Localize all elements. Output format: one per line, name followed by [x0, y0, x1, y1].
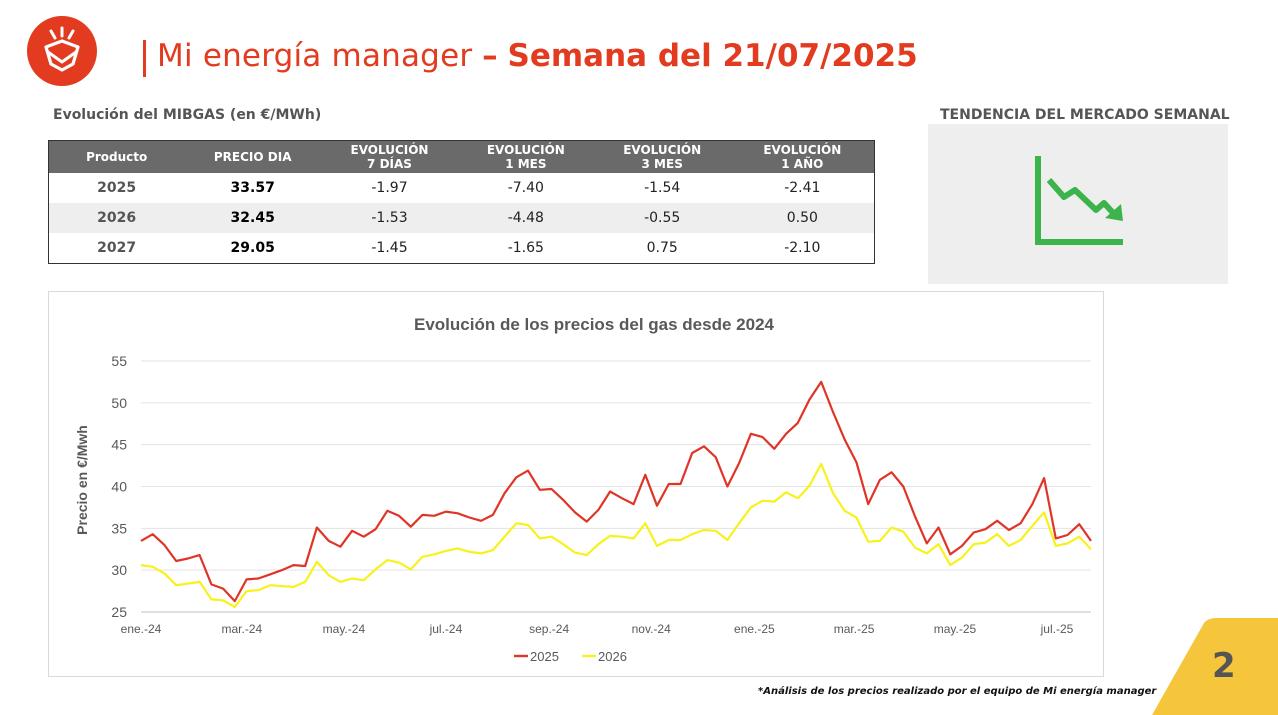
brand-name: Mi energía manager	[157, 38, 473, 74]
cell-product: 2026	[48, 202, 185, 234]
x-tick-label: mar.-25	[834, 622, 875, 636]
page-corner-decoration	[1152, 618, 1278, 715]
cell-product: 2025	[97, 179, 137, 196]
x-tick-label: ene.-25	[734, 622, 775, 636]
cell-evo-1y: -2.10	[784, 240, 821, 257]
week-label: Semana del 21/07/2025	[507, 38, 918, 74]
x-tick-label: ene.-24	[121, 622, 162, 636]
y-tick-label: 45	[111, 437, 127, 453]
crown-shield-icon	[44, 26, 80, 72]
footnote: *Análisis de los precios realizado por e…	[758, 686, 1157, 697]
company-logo	[27, 16, 97, 86]
cell-evo-1m: -1.65	[507, 240, 544, 257]
title-accent-bar	[143, 40, 146, 77]
y-axis-label: Precio en €/Mwh	[74, 425, 90, 535]
y-tick-label: 55	[111, 353, 127, 369]
x-tick-label: may.-25	[934, 622, 977, 636]
table-row: 2026 32.45 -1.53 -4.48 -0.55 0.50	[48, 202, 875, 234]
table-header-row: Producto PRECIO DIA EVOLUCIÓN 7 DÍAS EVOL…	[48, 140, 875, 173]
cell-evo-7d: -1.45	[371, 240, 408, 257]
col-header-day-price: PRECIO DIA	[184, 140, 322, 173]
page-title: Mi energía manager – Semana del 21/07/20…	[157, 36, 918, 76]
trend-title: TENDENCIA DEL MERCADO SEMANAL	[940, 107, 1230, 123]
x-tick-label: jul.-24	[429, 622, 463, 636]
cell-evo-1m: -7.40	[507, 179, 544, 196]
cell-evo-3m: 0.75	[646, 240, 678, 257]
cell-evo-1y: 0.50	[730, 202, 875, 234]
col-header-product: Producto	[48, 140, 185, 173]
mibgas-price-table: Producto PRECIO DIA EVOLUCIÓN 7 DÍAS EVOL…	[48, 140, 875, 264]
col-header-1-year: EVOLUCIÓN 1 AÑO	[730, 140, 875, 173]
downtrend-chart-icon	[1035, 156, 1123, 245]
table-row: 2027 29.05 -1.45 -1.65 0.75 -2.10	[49, 233, 875, 263]
cell-evo-3m: -0.55	[593, 202, 731, 234]
legend-label-2026: 2026	[598, 649, 627, 664]
cell-evo-7d: -1.53	[321, 202, 458, 234]
x-tick-label: sep.-24	[529, 622, 569, 636]
col-header-7-days: EVOLUCIÓN 7 DÍAS	[321, 140, 458, 173]
x-tick-label: jul.-25	[1040, 622, 1074, 636]
cell-day-price: 29.05	[230, 240, 275, 257]
line-chart: Evolución de los precios del gas desde 2…	[74, 315, 1092, 664]
cell-evo-1y: -2.41	[784, 179, 821, 196]
y-tick-label: 30	[111, 562, 127, 578]
table-row: 2025 33.57 -1.97 -7.40 -1.54 -2.41	[49, 173, 875, 203]
y-tick-label: 50	[111, 395, 127, 411]
gas-price-chart: Evolución de los precios del gas desde 2…	[48, 291, 1104, 677]
series-line-2026	[140, 462, 1092, 609]
y-tick-label: 40	[111, 479, 127, 495]
cell-day-price: 33.57	[230, 179, 275, 196]
table-title: Evolución del MIBGAS (en €/MWh)	[53, 107, 322, 123]
chart-title: Evolución de los precios del gas desde 2…	[414, 315, 775, 334]
col-header-1-month: EVOLUCIÓN 1 MES	[457, 140, 594, 173]
trend-panel	[928, 124, 1228, 284]
legend-label-2025: 2025	[530, 649, 559, 664]
series-line-2025	[140, 380, 1092, 603]
y-tick-label: 35	[111, 520, 127, 536]
x-tick-label: nov.-24	[632, 622, 671, 636]
y-tick-label: 25	[111, 604, 127, 620]
title-separator: –	[482, 38, 498, 74]
page-number: 2	[1212, 646, 1236, 686]
cell-evo-1m: -4.48	[457, 202, 594, 234]
col-header-3-months: EVOLUCIÓN 3 MES	[593, 140, 731, 173]
x-tick-label: may.-24	[323, 622, 366, 636]
cell-product: 2027	[97, 240, 137, 257]
x-tick-label: mar.-24	[222, 622, 263, 636]
cell-day-price: 32.45	[184, 202, 322, 234]
cell-evo-7d: -1.97	[371, 179, 408, 196]
cell-evo-3m: -1.54	[644, 179, 681, 196]
